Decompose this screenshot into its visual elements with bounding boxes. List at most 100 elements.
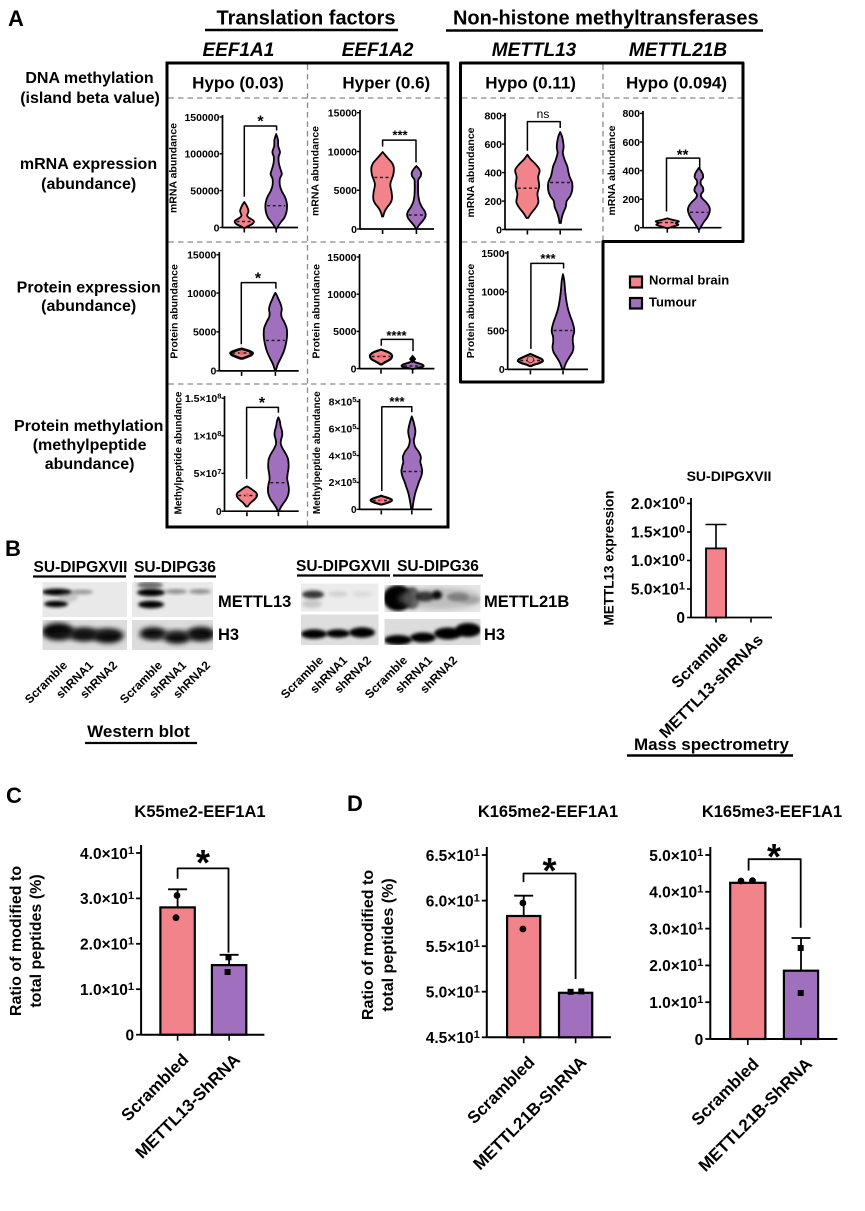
svg-text:0: 0 — [695, 1032, 704, 1049]
svg-text:50000: 50000 — [190, 185, 219, 197]
svg-text:D: D — [347, 791, 363, 816]
svg-text:0: 0 — [351, 224, 357, 236]
svg-text:15000: 15000 — [327, 252, 356, 264]
svg-text:1.0×100: 1.0×100 — [631, 552, 685, 570]
svg-text:Normal brain: Normal brain — [649, 273, 729, 288]
svg-text:Hypo (0.094): Hypo (0.094) — [626, 73, 727, 92]
svg-text:3.0×101: 3.0×101 — [649, 920, 703, 938]
svg-text:Hypo (0.03): Hypo (0.03) — [192, 73, 284, 92]
svg-text:4×105: 4×105 — [329, 449, 358, 462]
svg-text:Protein expression: Protein expression — [17, 279, 161, 296]
svg-text:0: 0 — [496, 224, 502, 236]
svg-text:Protein abundance: Protein abundance — [169, 264, 181, 359]
svg-text:K55me2-EEF1A1: K55me2-EEF1A1 — [134, 803, 265, 821]
svg-text:METTL21B: METTL21B — [484, 593, 569, 611]
svg-text:mRNA abundance: mRNA abundance — [309, 126, 321, 216]
svg-text:5000: 5000 — [334, 185, 358, 197]
svg-text:1000: 1000 — [481, 287, 505, 299]
svg-text:Methylpeptide abundance: Methylpeptide abundance — [174, 391, 185, 514]
svg-text:H3: H3 — [218, 626, 239, 644]
svg-text:mRNA expression: mRNA expression — [20, 156, 157, 173]
svg-text:***: *** — [389, 394, 405, 409]
svg-text:6×105: 6×105 — [329, 422, 358, 435]
svg-text:*: * — [255, 271, 262, 288]
svg-text:METTL21B: METTL21B — [629, 40, 727, 61]
svg-text:*: * — [767, 836, 781, 877]
svg-text:Hyper (0.6): Hyper (0.6) — [342, 73, 430, 92]
svg-text:400: 400 — [622, 165, 640, 177]
svg-text:Protein abundance: Protein abundance — [465, 264, 477, 359]
svg-text:SU-DIPGXVII: SU-DIPGXVII — [34, 559, 128, 576]
svg-text:600: 600 — [484, 139, 502, 151]
svg-text:**: ** — [677, 146, 689, 163]
svg-text:5.0×101: 5.0×101 — [649, 847, 703, 865]
svg-text:(island beta value): (island beta value) — [20, 90, 160, 107]
svg-text:C: C — [6, 783, 22, 808]
svg-text:5×107: 5×107 — [194, 467, 222, 480]
svg-text:H3: H3 — [484, 626, 505, 644]
svg-text:0: 0 — [351, 363, 357, 375]
svg-text:800: 800 — [622, 108, 640, 120]
svg-text:0: 0 — [499, 364, 505, 376]
svg-text:total peptides (%): total peptides (%) — [380, 878, 397, 1011]
svg-text:SU-DIPG36: SU-DIPG36 — [134, 559, 216, 576]
svg-text:mRNA abundance: mRNA abundance — [465, 127, 477, 217]
svg-text:Hypo (0.11): Hypo (0.11) — [485, 73, 576, 92]
svg-text:EEF1A2: EEF1A2 — [342, 40, 414, 61]
svg-text:K165me3-EEF1A1: K165me3-EEF1A1 — [702, 803, 842, 821]
svg-text:800: 800 — [484, 110, 502, 122]
svg-text:K165me2-EEF1A1: K165me2-EEF1A1 — [478, 803, 618, 821]
svg-text:2.0×100: 2.0×100 — [631, 495, 685, 513]
svg-text:(abundance): (abundance) — [41, 176, 136, 193]
svg-text:2.0×101: 2.0×101 — [80, 936, 134, 954]
svg-text:1.0×101: 1.0×101 — [80, 981, 134, 999]
svg-text:Ratio of modified to: Ratio of modified to — [360, 870, 377, 1020]
svg-text:abundance): abundance) — [45, 456, 135, 473]
svg-text:0: 0 — [210, 366, 216, 378]
svg-text:5000: 5000 — [333, 326, 357, 338]
svg-text:6.0×101: 6.0×101 — [426, 892, 480, 910]
svg-text:*: * — [259, 395, 266, 412]
svg-text:10000: 10000 — [328, 146, 357, 158]
svg-text:0: 0 — [351, 505, 357, 516]
svg-text:A: A — [8, 6, 24, 31]
svg-text:600: 600 — [622, 137, 640, 149]
svg-text:10000: 10000 — [187, 288, 216, 300]
svg-text:*: * — [542, 850, 556, 891]
svg-text:ns: ns — [537, 107, 550, 121]
svg-text:***: *** — [540, 251, 556, 266]
svg-text:***: *** — [392, 127, 408, 142]
svg-text:(abundance): (abundance) — [41, 298, 136, 315]
svg-text:1.5×108: 1.5×108 — [185, 392, 222, 405]
svg-text:*: * — [196, 842, 210, 883]
svg-text:5.5×101: 5.5×101 — [426, 938, 480, 956]
svg-text:SU-DIPG36: SU-DIPG36 — [397, 558, 479, 575]
svg-text:0: 0 — [634, 222, 640, 234]
svg-text:6.5×101: 6.5×101 — [426, 847, 480, 865]
svg-text:0: 0 — [125, 1028, 134, 1045]
svg-text:4.0×101: 4.0×101 — [80, 845, 134, 863]
svg-text:5.0×101: 5.0×101 — [426, 984, 480, 1002]
svg-text:0: 0 — [216, 507, 222, 518]
svg-text:SU-DIPGXVII: SU-DIPGXVII — [296, 558, 390, 575]
svg-text:EEF1A1: EEF1A1 — [202, 40, 274, 61]
svg-text:METTL13: METTL13 — [218, 593, 291, 611]
svg-text:150000: 150000 — [184, 112, 219, 124]
svg-text:Translation factors: Translation factors — [217, 8, 396, 30]
svg-text:200: 200 — [622, 194, 640, 206]
svg-text:15000: 15000 — [328, 107, 357, 119]
svg-text:****: **** — [386, 328, 407, 343]
svg-text:5000: 5000 — [193, 327, 217, 339]
svg-text:5.0×101: 5.0×101 — [631, 580, 685, 598]
svg-text:15000: 15000 — [187, 250, 216, 262]
svg-text:mRNA abundance: mRNA abundance — [606, 125, 618, 215]
svg-text:1×108: 1×108 — [194, 429, 222, 442]
svg-text:4.0×101: 4.0×101 — [649, 884, 703, 902]
svg-text:0: 0 — [676, 610, 685, 627]
svg-text:Non-histone methyltransferases: Non-histone methyltransferases — [453, 8, 759, 30]
svg-text:Tumour: Tumour — [649, 294, 696, 309]
svg-text:8×105: 8×105 — [329, 395, 358, 408]
svg-text:total peptides (%): total peptides (%) — [28, 874, 45, 1007]
svg-text:2.0×101: 2.0×101 — [649, 957, 703, 975]
svg-text:2×105: 2×105 — [329, 476, 358, 489]
